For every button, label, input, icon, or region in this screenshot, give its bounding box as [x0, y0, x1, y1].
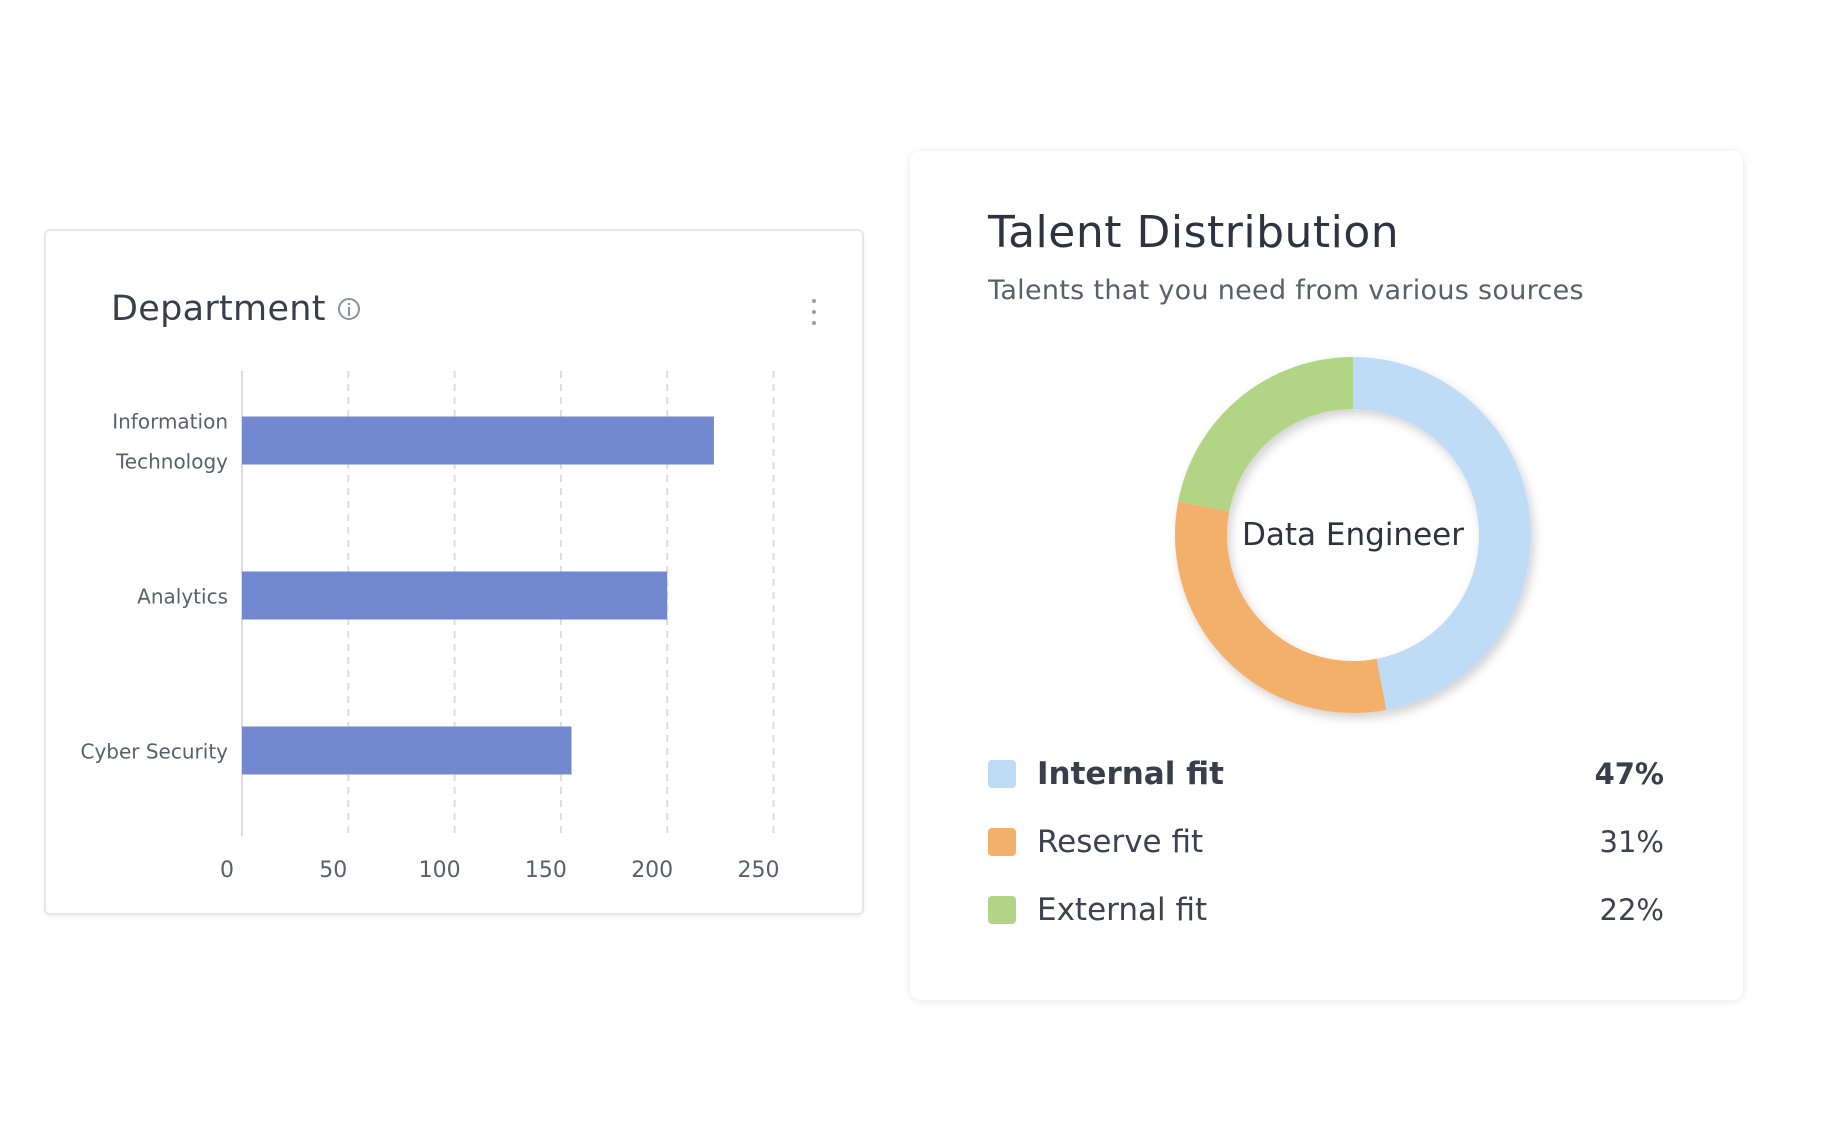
- legend-label: Internal fit: [1037, 756, 1224, 792]
- bar: [242, 416, 714, 465]
- legend-label: External fit: [1037, 892, 1208, 928]
- x-tick-label: 100: [419, 858, 461, 883]
- talent-donut-chart: Data Engineer: [1175, 357, 1531, 713]
- legend-item-external-fit: External fit 22%: [988, 890, 1664, 930]
- y-tick-label: Cyber Security: [80, 740, 228, 764]
- legend-value: 22%: [1599, 893, 1664, 927]
- y-tick-label: Analytics: [137, 585, 228, 609]
- legend-item-internal-fit: Internal fit 47%: [988, 754, 1664, 794]
- talent-subtitle: Talents that you need from various sourc…: [988, 275, 1584, 306]
- department-title-group: Department: [111, 289, 360, 329]
- y-tick-label: Information: [112, 410, 228, 434]
- x-tick-label: 50: [319, 858, 347, 883]
- info-icon[interactable]: [337, 298, 360, 320]
- x-tick-label: 150: [525, 858, 567, 883]
- donut-slice-external-fit: [1178, 357, 1354, 513]
- talent-distribution-card: Talent Distribution Talents that you nee…: [910, 151, 1743, 1000]
- department-bar-chart: 0 50 100 150 200 250 Information Technology Anal…: [80, 371, 779, 883]
- donut-slice-internal-fit: [1352, 357, 1531, 710]
- legend-item-reserve-fit: Reserve fit 31%: [988, 822, 1664, 862]
- x-tick-label: 200: [631, 858, 673, 883]
- legend-swatch-internal-fit: [988, 760, 1016, 788]
- legend-value: 31%: [1599, 825, 1664, 859]
- legend-label: Reserve fit: [1037, 824, 1204, 860]
- x-tick-label: 0: [220, 858, 234, 883]
- donut-slice-reserve-fit: [1175, 501, 1387, 713]
- more-vertical-icon[interactable]: [804, 297, 824, 327]
- y-tick-label: Technology: [115, 450, 228, 474]
- bar: [242, 726, 572, 775]
- x-tick-label: 250: [737, 858, 779, 883]
- legend-swatch-reserve-fit: [988, 828, 1016, 856]
- donut-center-label: Data Engineer: [1242, 517, 1464, 553]
- department-card: Department 0 50 100 150 200 250 Information Tec…: [44, 229, 864, 915]
- talent-title: Talent Distribution: [988, 207, 1400, 258]
- legend-swatch-external-fit: [988, 896, 1016, 924]
- bar: [242, 571, 668, 620]
- legend-value: 47%: [1594, 757, 1664, 791]
- department-title: Department: [111, 289, 326, 329]
